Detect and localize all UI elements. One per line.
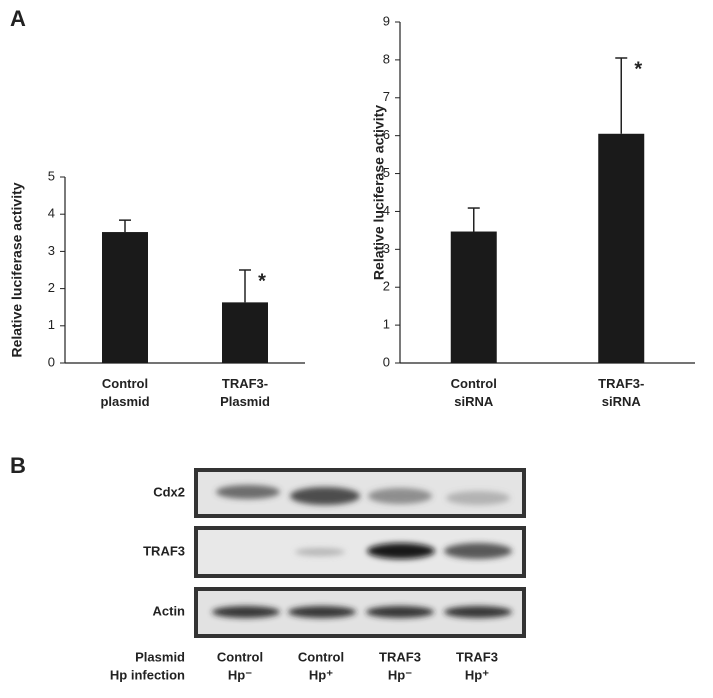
y-axis-label: Relative luciferase activity — [371, 105, 387, 280]
bar — [222, 302, 268, 363]
y-tick-label: 0 — [383, 354, 390, 369]
lane-hp: Hp⁻ — [388, 667, 412, 682]
bar — [598, 133, 645, 363]
lane-plasmid: TRAF3 — [379, 649, 421, 664]
y-tick-label: 0 — [48, 354, 55, 369]
y-tick-label: 5 — [383, 165, 390, 180]
y-tick-label: 2 — [383, 279, 390, 294]
x-tick-label: Control siRNA — [451, 376, 497, 409]
panel-label: B — [10, 453, 26, 478]
lane-plasmid: Control — [217, 649, 263, 664]
y-tick-label: 8 — [383, 51, 390, 66]
x-tick-label: Control plasmid — [100, 376, 149, 409]
x-tick-label: TRAF3-Plasmid — [220, 376, 270, 409]
y-tick-label: 1 — [383, 317, 390, 332]
y-tick-label: 6 — [383, 127, 390, 142]
lane-hp: Hp⁻ — [228, 667, 252, 682]
row-label: Cdx2 — [153, 484, 185, 499]
row-label: TRAF3 — [143, 543, 185, 558]
y-tick-label: 4 — [383, 203, 390, 218]
lane-hp: Hp⁺ — [465, 667, 489, 682]
annotation: * — [258, 270, 266, 292]
y-axis-label: Relative luciferase activity — [9, 182, 25, 357]
y-tick-label: 3 — [383, 241, 390, 256]
bar — [450, 231, 497, 363]
row-label: Actin — [153, 603, 186, 618]
header-label: Plasmid — [135, 649, 185, 664]
bands — [212, 485, 512, 618]
y-tick-label: 4 — [48, 206, 55, 221]
bar — [102, 232, 148, 363]
y-tick-label: 3 — [48, 243, 55, 258]
lane-hp: Hp⁺ — [309, 667, 333, 682]
y-tick-label: 1 — [48, 317, 55, 332]
y-tick-label: 5 — [48, 168, 55, 183]
panel-label: A — [10, 6, 26, 31]
y-tick-label: 9 — [383, 13, 390, 28]
lane-plasmid: TRAF3 — [456, 649, 498, 664]
lane-plasmid: Control — [298, 649, 344, 664]
blot — [194, 468, 526, 638]
header-label: Hp infection — [110, 667, 185, 682]
y-tick-label: 2 — [48, 280, 55, 295]
annotation: * — [634, 58, 642, 80]
y-tick-label: 7 — [383, 89, 390, 104]
x-tick-label: TRAF3-siRNA — [598, 376, 644, 409]
